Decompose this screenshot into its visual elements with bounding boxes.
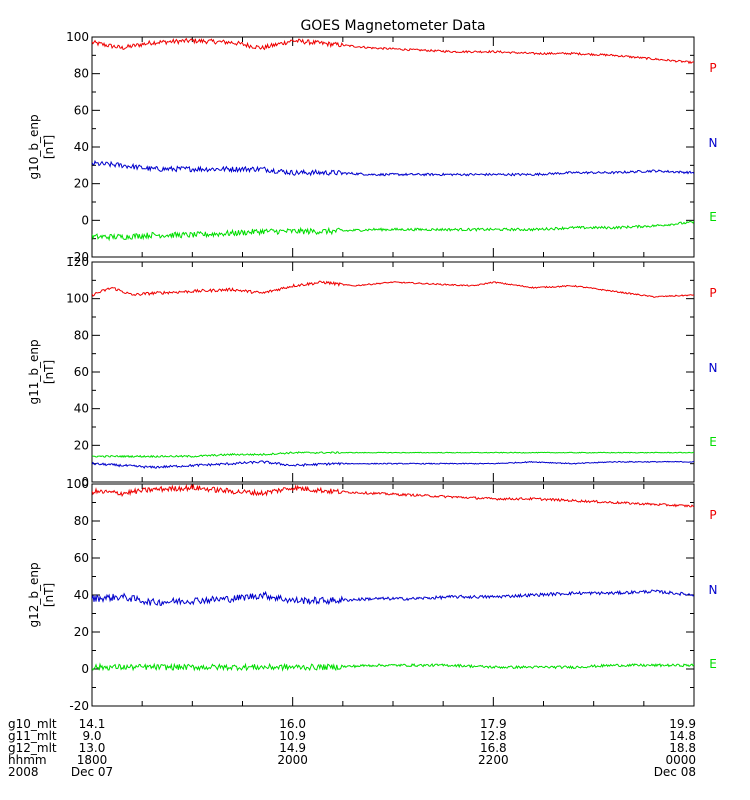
y-tick-label: 60 xyxy=(74,103,89,117)
y-tick-label: 100 xyxy=(66,477,89,491)
panel-frame xyxy=(91,36,695,258)
legend-n: N xyxy=(709,136,718,150)
series-line-p xyxy=(92,484,694,508)
series-line-e xyxy=(92,662,694,672)
y-tick-label: 100 xyxy=(66,292,89,306)
legend-e: E xyxy=(709,435,717,449)
x-row-value: 17.9 xyxy=(480,717,507,731)
y-tick-label: 120 xyxy=(66,255,89,269)
y-tick-label: 0 xyxy=(81,662,89,676)
x-row-value: 14.1 xyxy=(79,717,106,731)
legend-e: E xyxy=(709,657,717,671)
legend-n: N xyxy=(709,583,718,597)
legend-p: P xyxy=(709,61,716,75)
y-tick-label: 20 xyxy=(74,177,89,191)
series-line-e xyxy=(92,451,694,459)
y-tick-label: 40 xyxy=(74,588,89,602)
y-tick-label: 40 xyxy=(74,402,89,416)
legend-p: P xyxy=(709,286,716,300)
panel-3: -20 0 20 40 60 80 100 g12_b_enp [nT] P N E xyxy=(27,477,717,713)
y-tick-label: 80 xyxy=(74,67,89,81)
y-tick-label: 0 xyxy=(81,475,89,489)
series-line-n xyxy=(92,460,694,469)
panel-frame xyxy=(91,261,695,483)
x-row-label: g10_mlt xyxy=(8,717,57,731)
x-row-value: 10.9 xyxy=(279,729,306,743)
x-row-value: 1800 xyxy=(77,753,108,767)
legend-e: E xyxy=(709,210,717,224)
x-row-value: 12.8 xyxy=(480,729,507,743)
chart-title: GOES Magnetometer Data xyxy=(300,18,485,34)
x-row-value: 18.8 xyxy=(669,741,696,755)
x-row-label: g12_mlt xyxy=(8,741,57,755)
x-row-value: 14.9 xyxy=(279,741,306,755)
series-line-p xyxy=(92,280,694,298)
y-tick-label: -20 xyxy=(69,699,89,713)
x-row-label: 2008 xyxy=(8,765,39,779)
y-tick-label: 0 xyxy=(81,213,89,227)
y-tick-label: 60 xyxy=(74,365,89,379)
x-row-value: 2000 xyxy=(277,753,308,767)
y-axis-unit: [nT] xyxy=(42,135,56,159)
y-tick-label: 20 xyxy=(74,438,89,452)
series-line-n xyxy=(92,159,694,177)
series-line-e xyxy=(92,220,694,242)
y-axis-unit: [nT] xyxy=(42,583,56,607)
x-axis-table: g10_mlt 14.1 16.0 17.9 19.9 g11_mlt 9.0 10.9 12.… xyxy=(8,717,696,779)
y-axis-label: g11_b_enp xyxy=(27,339,41,404)
panel-2: 0 20 40 60 80 100 120 g11_b_enp [nT] P N E xyxy=(27,255,717,489)
x-row-value: 0000 xyxy=(665,753,696,767)
x-row-value: 16.0 xyxy=(279,717,306,731)
y-tick-label: 80 xyxy=(74,328,89,342)
x-row-value: 16.8 xyxy=(480,741,507,755)
y-axis-label: g10_b_enp xyxy=(27,114,41,179)
x-row-value: 14.8 xyxy=(669,729,696,743)
y-tick-label: 80 xyxy=(74,514,89,528)
x-row-label: hhmm xyxy=(8,753,47,767)
y-tick-label: 100 xyxy=(66,30,89,44)
y-axis-label: g12_b_enp xyxy=(27,562,41,627)
y-tick-label: 40 xyxy=(74,140,89,154)
x-row-value: 19.9 xyxy=(669,717,696,731)
x-row-value: 9.0 xyxy=(82,729,101,743)
y-axis-unit: [nT] xyxy=(42,360,56,384)
x-row-value: Dec 07 xyxy=(71,765,113,779)
y-tick-label: 20 xyxy=(74,625,89,639)
y-tick-label: 60 xyxy=(74,551,89,565)
x-row-label: g11_mlt xyxy=(8,729,57,743)
panel-1: -20 0 20 40 60 80 100 g10_b_enp [nT] P N E xyxy=(27,30,717,264)
x-row-value: 13.0 xyxy=(79,741,106,755)
legend-p: P xyxy=(709,508,716,522)
legend-n: N xyxy=(709,361,718,375)
x-row-value: 2200 xyxy=(478,753,509,767)
panel-frame xyxy=(91,483,695,707)
x-row-value: Dec 08 xyxy=(654,765,696,779)
series-line-p xyxy=(92,37,694,65)
series-line-n xyxy=(92,589,694,606)
y-tick-label: -20 xyxy=(69,250,89,264)
